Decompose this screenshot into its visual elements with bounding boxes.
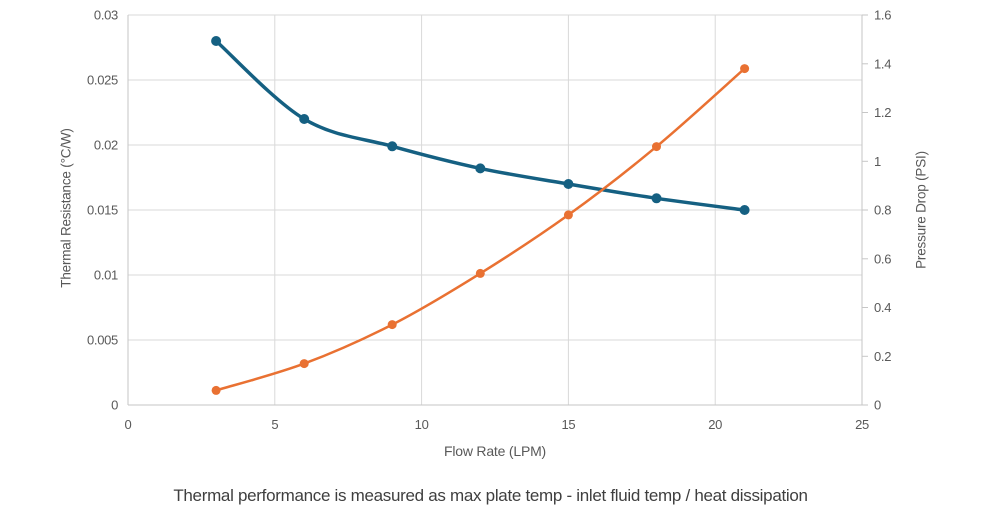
x-axis-tick-label: 5 [271, 417, 278, 432]
data-point-marker-pressure-drop [475, 268, 485, 278]
left-axis-tick-label: 0.005 [87, 333, 118, 348]
data-point-marker-pressure-drop [299, 359, 309, 369]
right-axis-tick-label: 0 [874, 398, 881, 413]
series-line-pressure-drop [214, 67, 746, 392]
left-axis-tick-label: 0.03 [94, 8, 118, 23]
right-axis-tick-label: 0.4 [874, 300, 891, 315]
left-axis-tick-label: 0 [111, 398, 118, 413]
data-point-marker-thermal-resistance [211, 36, 222, 46]
x-axis-title: Flow Rate (LPM) [443, 443, 547, 459]
data-point-marker-pressure-drop [563, 210, 573, 220]
chart-caption: Thermal performance is measured as max p… [173, 486, 808, 505]
x-axis-tick-label: 10 [415, 417, 429, 432]
right-axis-tick-label: 0.6 [874, 251, 891, 266]
right-axis-tick-label: 1 [874, 154, 881, 169]
left-axis-tick-label: 0.015 [87, 203, 118, 218]
data-point-marker-thermal-resistance [299, 114, 310, 124]
series-line-thermal-resistance [214, 39, 747, 212]
left-axis-tick-label: 0.02 [94, 138, 118, 153]
data-point-marker-thermal-resistance [651, 193, 662, 204]
data-point-marker-thermal-resistance [563, 179, 574, 189]
x-axis-tick-label: 0 [125, 417, 132, 432]
right-axis-tick-label: 0.8 [874, 203, 891, 218]
data-point-marker-pressure-drop [652, 142, 661, 152]
right-axis-tick-label: 1.2 [874, 105, 891, 120]
data-point-marker-thermal-resistance [387, 141, 398, 152]
x-axis-tick-label: 25 [855, 417, 869, 432]
left-axis-title: Thermal Resistance (°C/W) [58, 128, 74, 288]
right-axis-tick-label: 0.2 [874, 349, 891, 364]
data-point-marker-pressure-drop [387, 320, 397, 330]
left-axis-tick-label: 0.01 [94, 268, 118, 283]
x-axis-tick-label: 15 [561, 417, 575, 432]
right-axis-tick-label: 1.6 [874, 8, 891, 23]
data-point-marker-thermal-resistance [739, 205, 750, 215]
data-point-marker-pressure-drop [211, 385, 221, 395]
right-axis-title: Pressure Drop (PSI) [913, 151, 929, 269]
x-axis-tick-label: 20 [708, 417, 722, 432]
data-point-marker-pressure-drop [740, 64, 750, 74]
data-point-marker-thermal-resistance [475, 163, 486, 174]
left-axis-tick-label: 0.025 [87, 73, 118, 88]
right-axis-tick-label: 1.4 [874, 56, 891, 71]
